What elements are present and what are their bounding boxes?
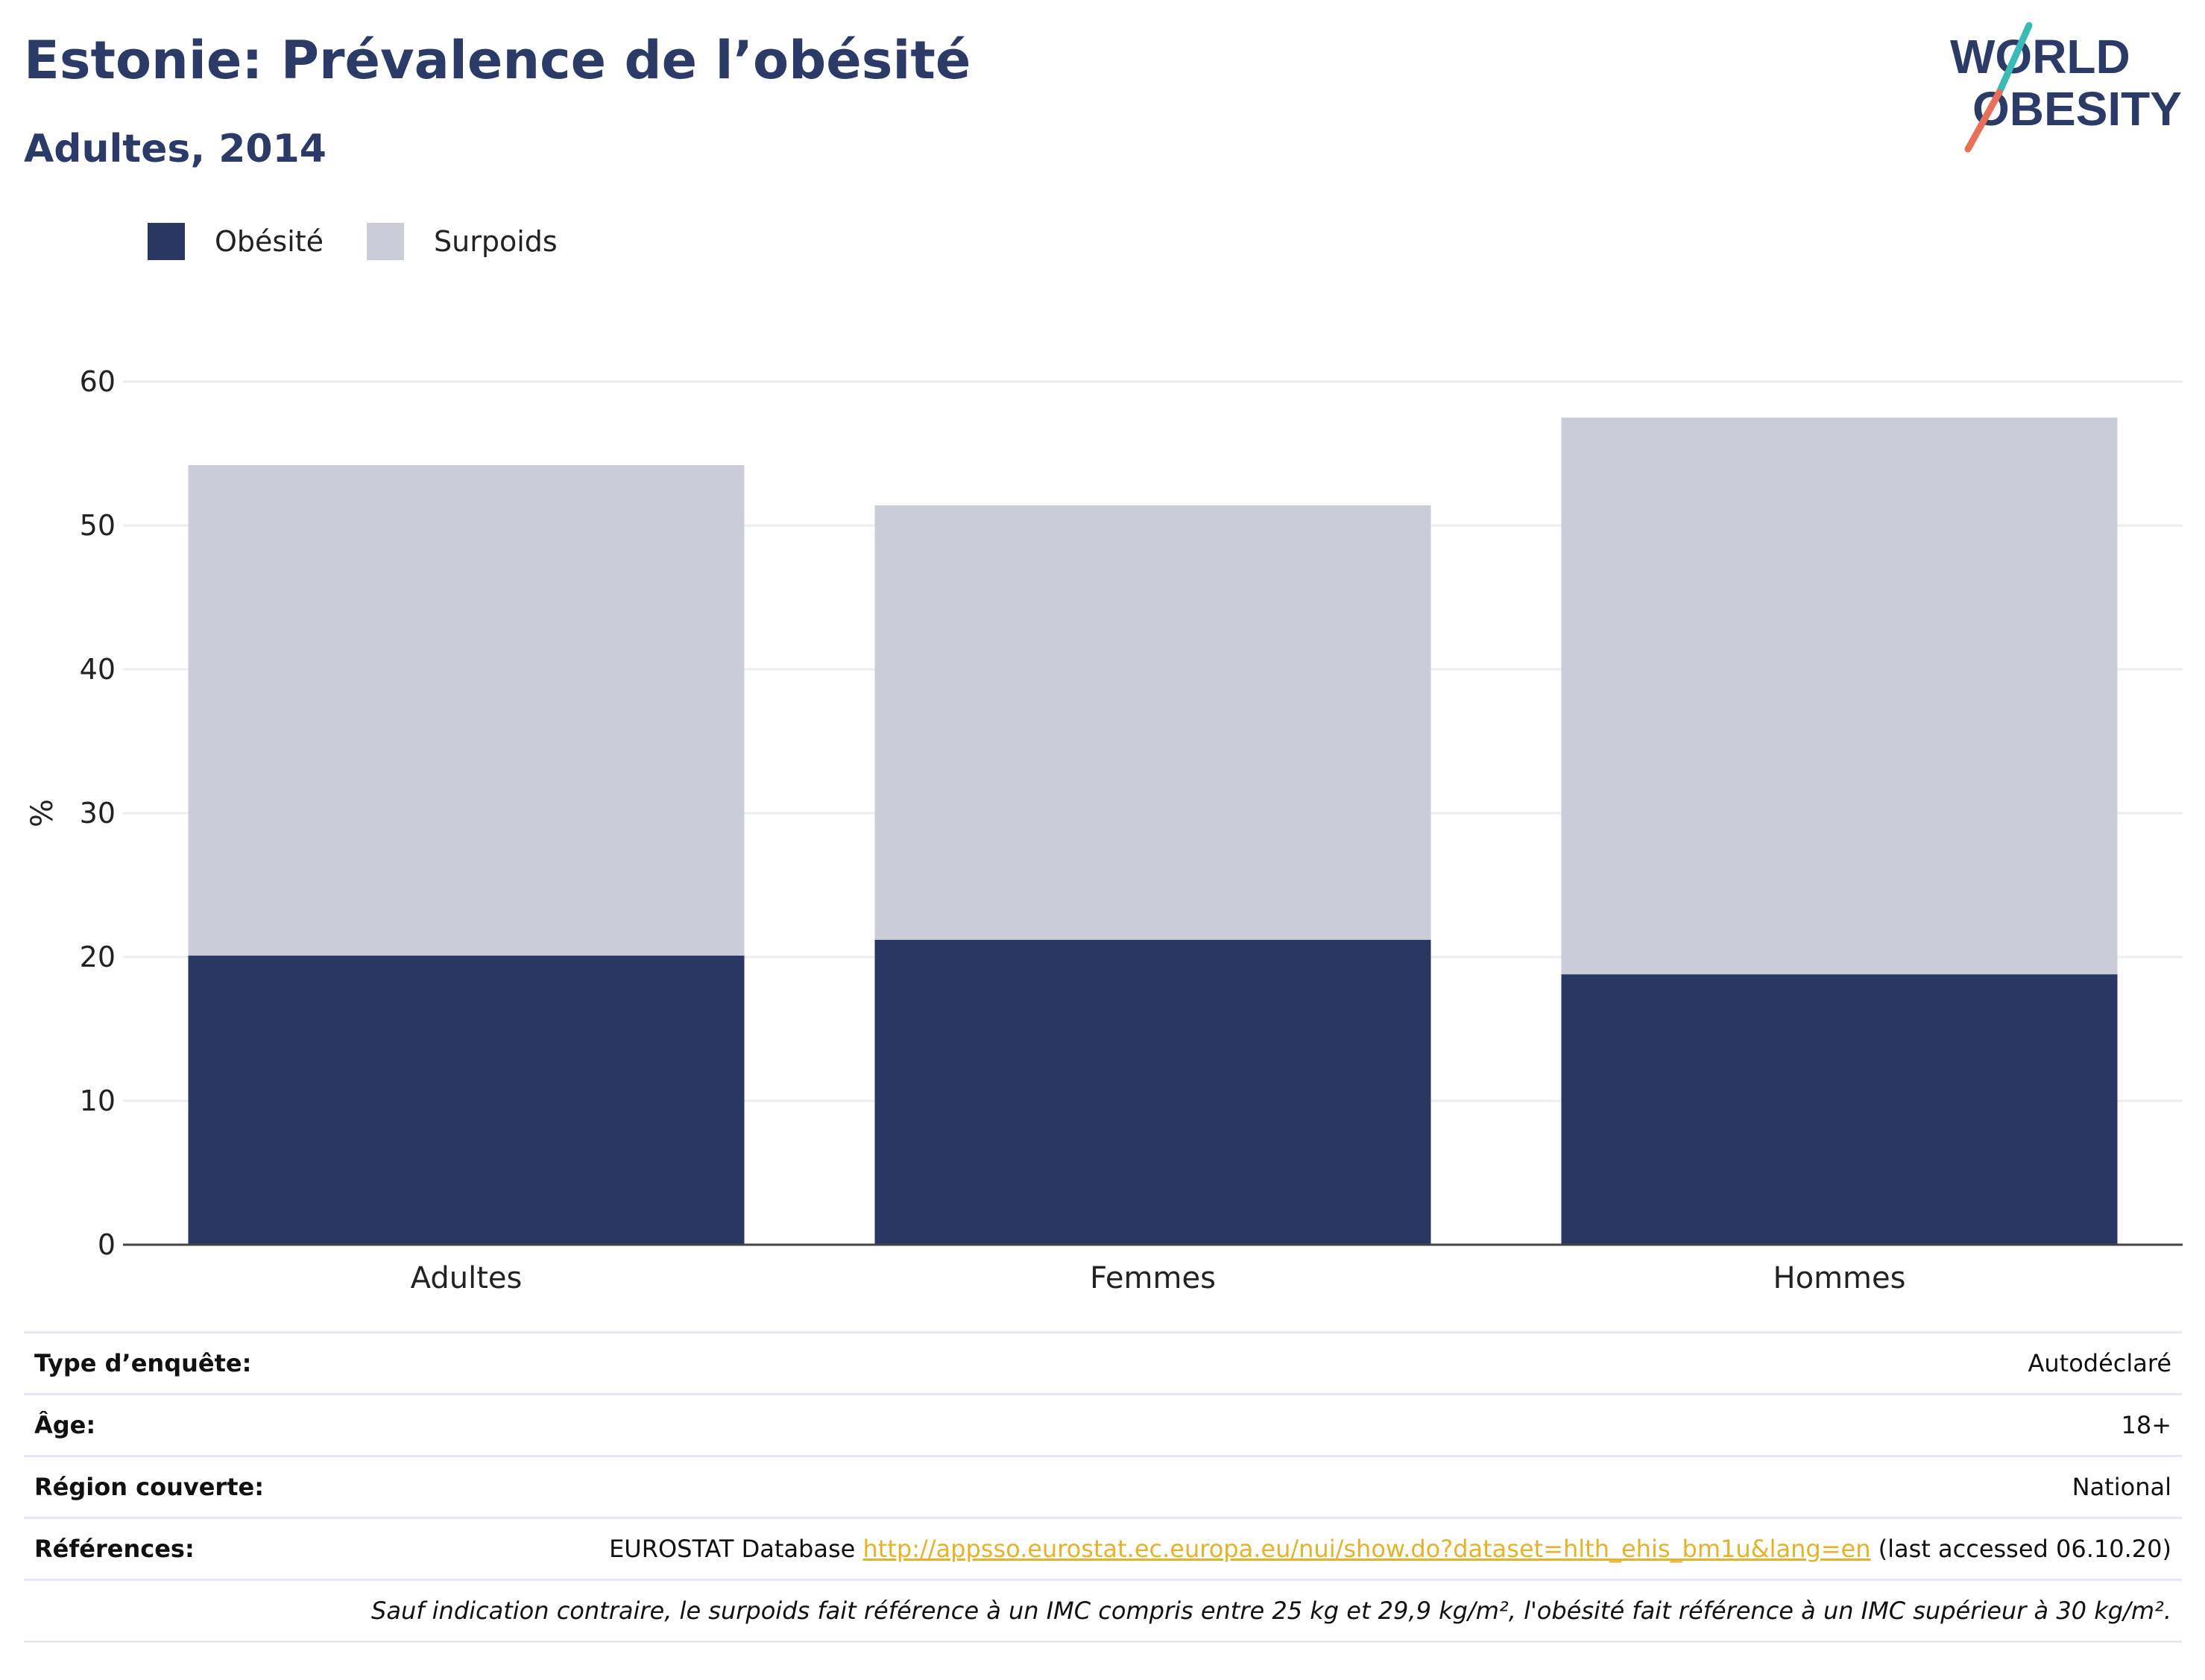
y-tick-label: 60 [80,365,116,398]
bar-chart: 0 10 20 30 40 50 60% Adultes Femmes Hommes [25,365,2183,1295]
info-value-survey-type: Autodéclaré [318,1331,2182,1395]
y-tick-label: 10 [80,1084,116,1117]
x-tick-label: Hommes [1773,1261,1906,1295]
bar-obesite [188,956,745,1245]
legend-swatch-surpoids [367,223,405,260]
legend-label-surpoids: Surpoids [434,225,558,258]
bar-surpoids [874,505,1431,940]
reference-prefix: EUROSTAT Database [609,1535,863,1563]
info-row-age: Âge: 18+ [24,1393,2182,1456]
info-value-age: 18+ [318,1393,2182,1456]
reference-link[interactable]: http://appsso.eurostat.ec.europa.eu/nui/… [862,1535,1871,1563]
legend-item-surpoids[interactable]: Surpoids [367,223,558,260]
y-tick-label: 0 [98,1228,116,1261]
legend-label-obesite: Obésité [215,225,324,258]
info-key-survey-type: Type d’enquête: [24,1331,319,1395]
info-value-region: National [318,1455,2182,1518]
info-value-references: EUROSTAT Database http://appsso.eurostat… [318,1517,2182,1580]
y-axis-label: % [25,799,60,827]
bar-obesite [874,939,1431,1245]
y-tick-label: 40 [80,653,116,686]
definition-note: Sauf indication contraire, le surpoids f… [24,1579,2182,1643]
info-row-survey-type: Type d’enquête: Autodéclaré [24,1331,2182,1395]
y-tick-label: 30 [80,797,116,830]
logo-line-1: WORLD [1950,30,2130,83]
legend-item-obesite[interactable]: Obésité [148,223,324,260]
reference-suffix: (last accessed 06.10.20) [1870,1535,2171,1563]
legend-swatch-obesite [148,223,185,260]
logo-slash-bottom [1964,89,2003,153]
logo-line-2: OBESITY [1972,82,2182,136]
y-tick-label: 20 [80,941,116,973]
bar-surpoids [188,464,745,956]
info-key-references: Références: [24,1517,319,1580]
bar-obesite [1561,974,2118,1245]
chart-title: Estonie: Prévalence de l’obésité [24,30,971,91]
info-key-region: Région couverte: [24,1455,319,1518]
info-row-references: Références: EUROSTAT Database http://app… [24,1517,2182,1580]
info-key-age: Âge: [24,1393,319,1456]
logo-slash-top [1996,22,2033,96]
info-row-note: Sauf indication contraire, le surpoids f… [24,1579,2182,1643]
bar-surpoids [1561,417,2118,975]
chart-subtitle: Adultes, 2014 [24,127,327,171]
info-table: Type d’enquête: Autodéclaré Âge: 18+ Rég… [24,1331,2182,1643]
chart-legend: Obésité Surpoids [148,221,601,262]
info-row-region: Région couverte: National [24,1455,2182,1518]
x-tick-label: Adultes [411,1261,523,1295]
world-obesity-logo: WORLD OBESITY [1950,22,2182,153]
x-tick-label: Femmes [1090,1261,1216,1295]
y-tick-label: 50 [80,509,116,542]
